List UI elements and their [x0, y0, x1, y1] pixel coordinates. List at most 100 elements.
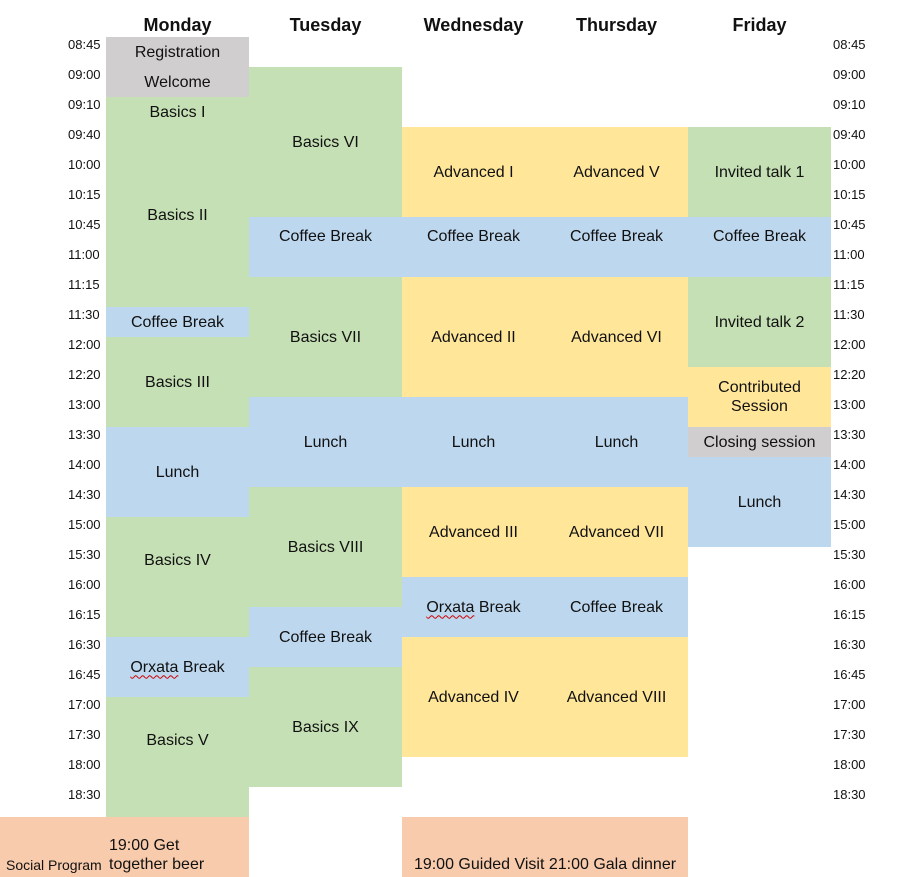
session-lunch: Lunch [106, 427, 249, 517]
day-header-friday: Friday [732, 15, 787, 35]
session-lunch: Lunch [249, 397, 402, 487]
time-label: 12:20 [833, 367, 866, 382]
time-label: 16:45 [68, 667, 101, 682]
session-lunch: Lunch [688, 457, 831, 547]
session-orxata-break: Orxata Break [106, 637, 249, 697]
session-basics-2: Basics II [106, 127, 249, 307]
time-label: 11:30 [833, 307, 865, 322]
time-label: 16:30 [68, 637, 101, 652]
time-label: 14:00 [68, 457, 101, 472]
session-basics-4: Basics IV [106, 517, 249, 637]
time-label: 10:45 [68, 217, 101, 232]
session-welcome: Welcome [106, 67, 249, 97]
time-label: 14:30 [833, 487, 866, 502]
social-monday-line-1: 19:00 Get [108, 836, 179, 855]
day-header-tuesday: Tuesday [289, 15, 362, 35]
session-advanced-1: Advanced I [402, 127, 545, 217]
day-header-wednesday: Wednesday [423, 15, 524, 35]
session-coffee-break: Coffee Break [249, 217, 402, 277]
session-orxata-break: Orxata Break [402, 577, 545, 637]
time-label: 09:10 [68, 97, 101, 112]
orxata-word: Orxata [130, 658, 179, 676]
time-label: 13:00 [68, 397, 101, 412]
time-label: 11:30 [68, 307, 100, 322]
time-label: 10:15 [68, 187, 101, 202]
time-label: 13:30 [68, 427, 101, 442]
time-label: 11:00 [68, 247, 100, 262]
session-invited-talk-1: Invited talk 1 [688, 127, 831, 217]
time-label: 16:45 [833, 667, 866, 682]
session-advanced-5: Advanced V [545, 127, 688, 217]
time-label: 18:30 [833, 787, 866, 802]
session-advanced-7: Advanced VII [545, 487, 688, 577]
time-label: 13:30 [833, 427, 866, 442]
time-label: 09:40 [833, 127, 866, 142]
time-label: 13:00 [833, 397, 866, 412]
social-monday-text-1: 19:00 Get [109, 837, 180, 854]
time-label: 16:00 [68, 577, 101, 592]
time-label: 12:20 [68, 367, 101, 382]
day-header-monday: Monday [143, 15, 212, 35]
time-label: 17:30 [68, 727, 101, 742]
social-wed-thu: 19:00 Guided Visit 21:00 Gala dinner [402, 817, 688, 877]
session-coffee-break: Coffee Break [402, 217, 545, 277]
session-invited-talk-2: Invited talk 2 [688, 277, 831, 367]
session-lunch: Lunch [545, 397, 688, 487]
session-coffee-break: Coffee Break [545, 217, 688, 277]
session-coffee-break: Coffee Break [249, 607, 402, 667]
time-label: 08:45 [833, 37, 866, 52]
session-advanced-4: Advanced IV [402, 637, 545, 757]
session-contributed: Contributed Session [688, 367, 831, 427]
session-advanced-3: Advanced III [402, 487, 545, 577]
session-registration: Registration [106, 37, 249, 67]
session-basics-3: Basics III [106, 337, 249, 427]
time-label: 12:00 [833, 337, 866, 352]
time-label: 16:30 [833, 637, 866, 652]
break-word: Break [178, 658, 225, 676]
time-label: 14:30 [68, 487, 101, 502]
contributed-line-1: Contributed [718, 379, 801, 396]
session-basics-8: Basics VIII [249, 487, 402, 607]
time-label: 10:00 [833, 157, 866, 172]
time-label: 16:15 [833, 607, 866, 622]
session-basics-9: Basics IX [249, 667, 402, 787]
session-lunch: Lunch [402, 397, 545, 487]
time-label: 15:00 [833, 517, 866, 532]
time-label: 18:00 [833, 757, 866, 772]
time-label: 15:30 [833, 547, 866, 562]
time-label: 17:30 [833, 727, 866, 742]
contributed-line-2: Session [731, 398, 788, 415]
time-label: 11:00 [833, 247, 865, 262]
time-label: 09:40 [68, 127, 101, 142]
social-program-label: Social Program [6, 857, 102, 873]
time-label: 08:45 [68, 37, 101, 52]
social-monday [0, 817, 249, 877]
day-header-thursday: Thursday [575, 15, 658, 35]
social-monday-text-2: together beer [109, 856, 205, 873]
session-coffee-break: Coffee Break [106, 307, 249, 337]
time-label: 16:00 [833, 577, 866, 592]
time-label: 11:15 [833, 277, 865, 292]
time-label: 09:00 [68, 67, 101, 82]
time-label: 10:15 [833, 187, 866, 202]
time-label: 14:00 [833, 457, 866, 472]
session-basics-1: Basics I [106, 97, 249, 127]
time-label: 15:30 [68, 547, 101, 562]
time-label: 17:00 [68, 697, 101, 712]
time-label: 18:00 [68, 757, 101, 772]
session-closing: Closing session [688, 427, 831, 457]
session-advanced-6: Advanced VI [545, 277, 688, 397]
time-label: 15:00 [68, 517, 101, 532]
session-coffee-break: Coffee Break [688, 217, 831, 277]
session-coffee-break: Coffee Break [545, 577, 688, 637]
session-advanced-2: Advanced II [402, 277, 545, 397]
time-label: 18:30 [68, 787, 101, 802]
time-label: 09:00 [833, 67, 866, 82]
time-label: 10:00 [68, 157, 101, 172]
break-word: Break [474, 598, 521, 616]
time-label: 17:00 [833, 697, 866, 712]
session-basics-6: Basics VI [249, 67, 402, 217]
session-basics-7: Basics VII [249, 277, 402, 397]
time-label: 10:45 [833, 217, 866, 232]
orxata-word: Orxata [426, 598, 475, 616]
